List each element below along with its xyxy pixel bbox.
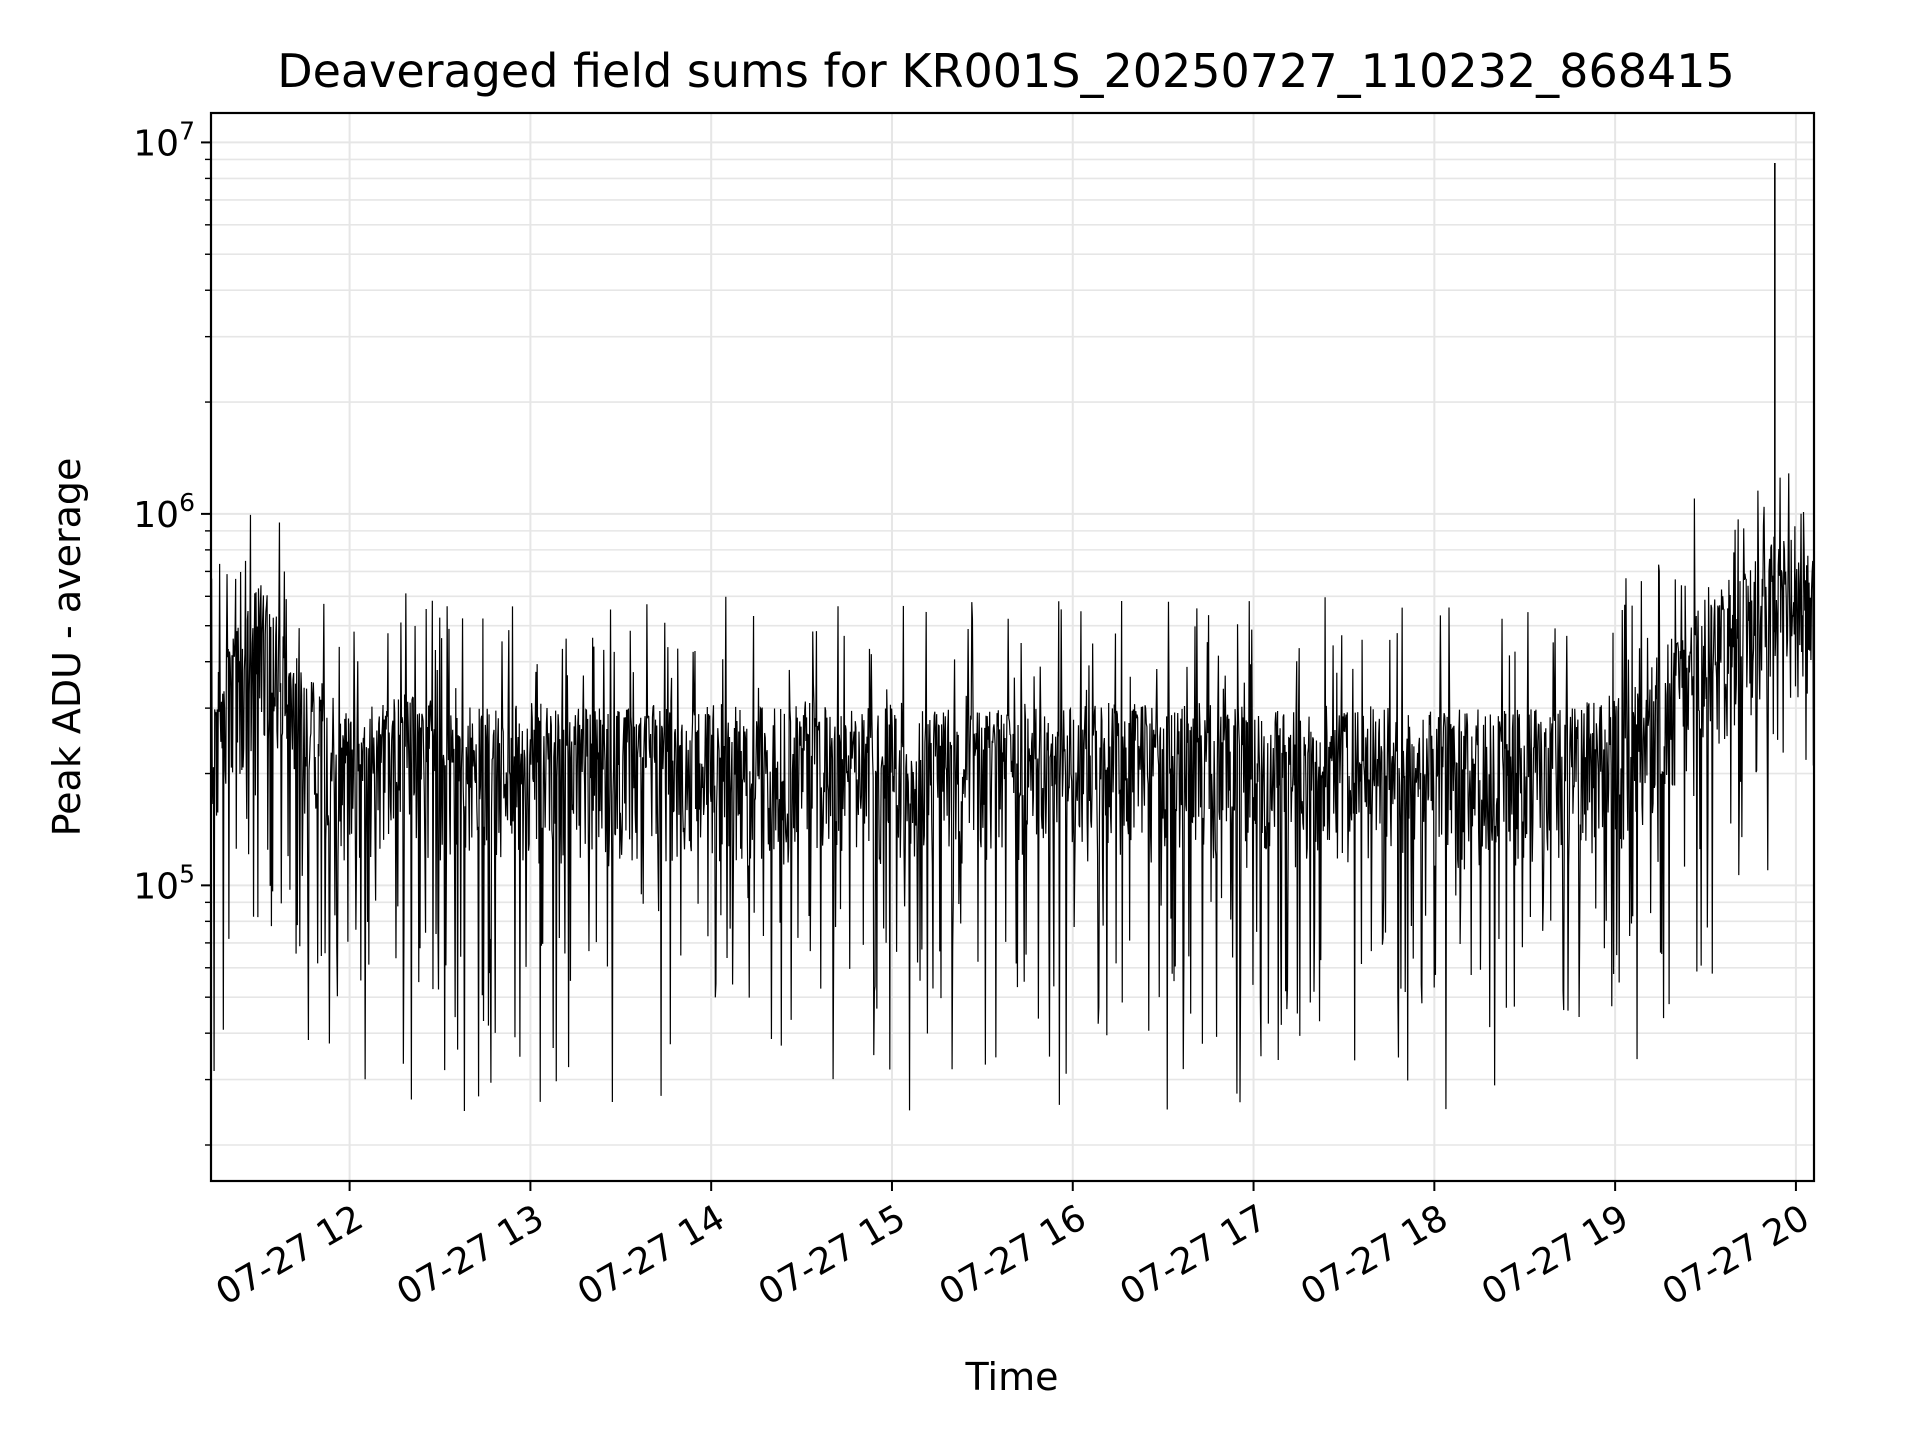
x-tick-label: 07-27 15 xyxy=(752,1197,913,1313)
y-tick-label: 107 xyxy=(133,116,195,164)
x-tick-label: 07-27 13 xyxy=(390,1197,551,1313)
plot-frame xyxy=(209,111,1816,1183)
x-tick-label: 07-27 16 xyxy=(933,1197,1094,1313)
x-tick-label: 07-27 19 xyxy=(1475,1197,1636,1313)
chart-title: Deaveraged field sums for KR001S_2025072… xyxy=(277,44,1735,98)
grid xyxy=(211,113,1814,1181)
y-tick-label: 105 xyxy=(133,859,195,907)
x-tick-label: 07-27 20 xyxy=(1656,1197,1817,1313)
y-axis-label: Peak ADU - average xyxy=(45,458,89,837)
series-line-0 xyxy=(211,473,1814,1111)
y-tick-label: 106 xyxy=(133,488,195,536)
x-tick-label: 07-27 17 xyxy=(1113,1197,1274,1313)
x-tick-label: 07-27 18 xyxy=(1294,1197,1455,1313)
x-tick-label: 07-27 12 xyxy=(209,1197,370,1313)
x-axis: 07-27 12 07-27 13 07-27 14 07-27 15 07-27 16… xyxy=(209,1181,1816,1314)
x-tick-label: 07-27 14 xyxy=(571,1197,732,1313)
x-axis-label: Time xyxy=(965,1355,1059,1399)
y-axis: 105 106 107 xyxy=(133,116,211,1146)
series-group xyxy=(211,163,1814,1111)
